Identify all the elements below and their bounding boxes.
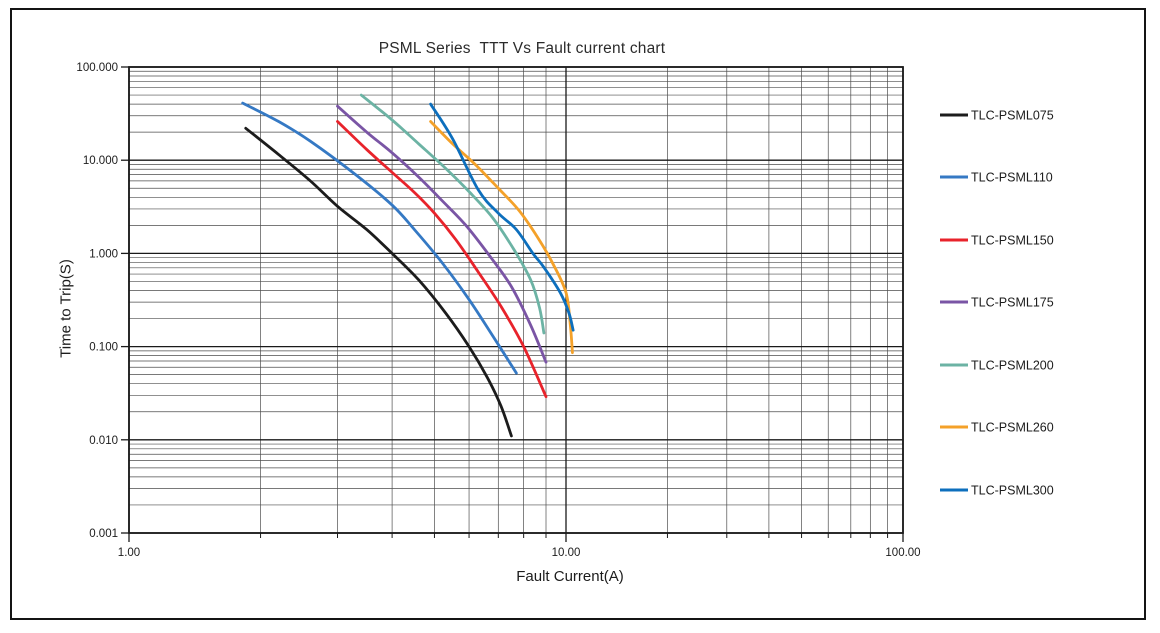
series-curve-tlc-psml110 (241, 101, 518, 375)
x-tick-label: 100.00 (885, 547, 920, 559)
y-tick-label: 0.100 (89, 342, 118, 354)
x-tick-label: 10.00 (552, 547, 581, 559)
series-curve-tlc-psml175 (336, 104, 548, 364)
series-curve-tlc-psml200 (359, 93, 546, 335)
series-curve-tlc-psml075 (244, 126, 513, 438)
y-tick-label: 0.001 (89, 528, 118, 540)
y-tick-label: 10.000 (83, 155, 118, 167)
x-axis-title: Fault Current(A) (516, 568, 624, 585)
y-tick-label: 100.000 (76, 62, 118, 74)
chart-title: PSML Series TTT Vs Fault current chart (378, 40, 666, 57)
plot-border (128, 66, 904, 534)
legend-label: TLC-PSML175 (971, 296, 1054, 310)
legend-label: TLC-PSML110 (971, 171, 1053, 185)
series-curve-tlc-psml260 (429, 120, 574, 355)
y-tick-label: 1.000 (89, 248, 118, 260)
legend-label: TLC-PSML200 (971, 359, 1054, 373)
legend-label: TLC-PSML150 (971, 234, 1054, 248)
legend-label: TLC-PSML300 (971, 484, 1054, 498)
y-tick-label: 0.010 (89, 435, 118, 447)
x-tick-label: 1.00 (118, 547, 140, 559)
series-curve-tlc-psml300 (429, 102, 575, 332)
legend-label: TLC-PSML075 (971, 109, 1054, 123)
figure-border: PSML Series TTT Vs Fault current chart T… (10, 8, 1146, 620)
series-curve-tlc-psml150 (336, 120, 548, 399)
legend-label: TLC-PSML260 (971, 421, 1054, 435)
